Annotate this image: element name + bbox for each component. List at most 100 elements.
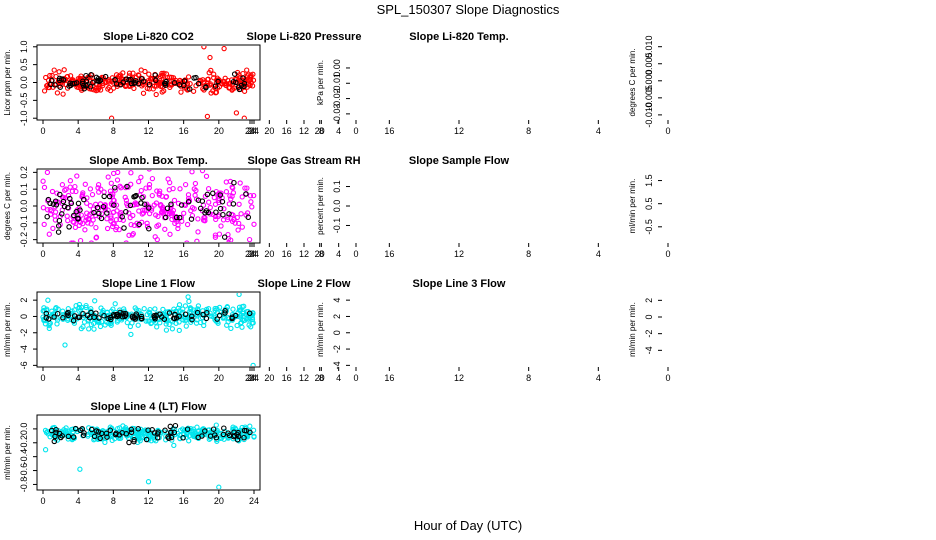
data-point: [263, 80, 267, 84]
data-point: [310, 210, 314, 214]
series-points: [252, 43, 670, 121]
data-point: [445, 315, 449, 319]
data-point: [547, 90, 551, 94]
data-point: [261, 318, 265, 322]
data-point: [478, 93, 482, 97]
reference-point: [348, 334, 352, 338]
data-point: [253, 338, 257, 342]
data-point: [529, 320, 533, 324]
data-point: [301, 204, 305, 208]
data-point: [191, 186, 197, 192]
data-point: [655, 83, 659, 87]
data-point: [352, 318, 356, 322]
x-tick-label: 0: [40, 373, 45, 383]
x-tick-label: 0: [665, 249, 670, 259]
data-point: [562, 213, 566, 217]
data-point: [493, 223, 497, 227]
data-point: [269, 62, 273, 66]
data-point: [353, 65, 357, 69]
data-point: [311, 67, 315, 71]
data-point: [398, 314, 402, 318]
reference-point: [347, 65, 351, 69]
data-point: [302, 62, 306, 66]
data-point: [356, 218, 360, 222]
data-point: [408, 211, 412, 215]
reference-point: [353, 330, 357, 334]
data-point: [291, 69, 295, 73]
reference-point: [138, 313, 145, 320]
data-point: [498, 203, 502, 207]
data-point: [263, 326, 267, 330]
data-point: [369, 213, 373, 217]
data-point: [297, 71, 301, 75]
data-point: [275, 191, 279, 195]
reference-point: [181, 82, 187, 89]
data-point: [295, 340, 299, 344]
data-point: [337, 323, 341, 327]
data-point: [309, 314, 313, 318]
data-point: [280, 325, 284, 329]
data-point: [347, 53, 351, 57]
reference-point: [128, 80, 135, 87]
reference-point: [204, 191, 211, 198]
data-point: [262, 185, 266, 189]
data-point: [309, 200, 313, 204]
data-point: [248, 324, 254, 330]
outlier-point: [596, 116, 600, 120]
data-point: [353, 213, 357, 217]
outlier-point: [145, 479, 152, 485]
data-point: [293, 310, 297, 314]
data-point: [305, 309, 309, 313]
data-point: [354, 86, 358, 90]
reference-point: [217, 205, 224, 212]
data-point: [506, 80, 510, 84]
reference-point: [162, 427, 168, 434]
data-point: [291, 199, 295, 203]
data-point: [420, 325, 424, 329]
data-point: [385, 213, 389, 217]
reference-point: [309, 207, 313, 211]
data-point: [555, 213, 559, 217]
reference-point: [444, 320, 448, 324]
reference-point: [326, 212, 330, 216]
data-point: [293, 333, 297, 337]
data-point: [307, 316, 311, 320]
data-point: [600, 72, 604, 76]
data-point: [657, 318, 661, 322]
data-point: [268, 66, 272, 70]
data-point: [574, 66, 578, 70]
data-point: [463, 82, 467, 86]
data-point: [350, 69, 354, 73]
data-point: [260, 71, 264, 75]
data-point: [345, 221, 349, 225]
data-point: [608, 319, 612, 323]
data-point: [355, 307, 359, 311]
data-point: [282, 71, 286, 75]
data-point: [280, 64, 284, 68]
data-point: [483, 318, 487, 322]
data-point: [82, 227, 88, 233]
data-point: [278, 208, 282, 212]
data-point: [457, 218, 461, 222]
reference-point: [447, 83, 451, 87]
reference-point: [270, 65, 274, 69]
reference-point: [43, 310, 50, 317]
reference-point: [601, 74, 605, 78]
data-point: [348, 62, 352, 66]
data-point: [484, 221, 488, 225]
data-point: [574, 330, 578, 334]
data-point: [216, 304, 223, 311]
data-point: [272, 329, 276, 333]
reference-point: [286, 206, 290, 210]
data-point: [421, 315, 425, 319]
reference-point: [370, 221, 374, 225]
data-point: [274, 66, 278, 70]
reference-point: [255, 326, 259, 330]
data-point: [224, 322, 230, 328]
data-point: [282, 67, 286, 71]
data-point: [278, 204, 282, 208]
data-point: [280, 241, 284, 245]
reference-point: [186, 86, 193, 92]
data-point: [80, 190, 86, 196]
